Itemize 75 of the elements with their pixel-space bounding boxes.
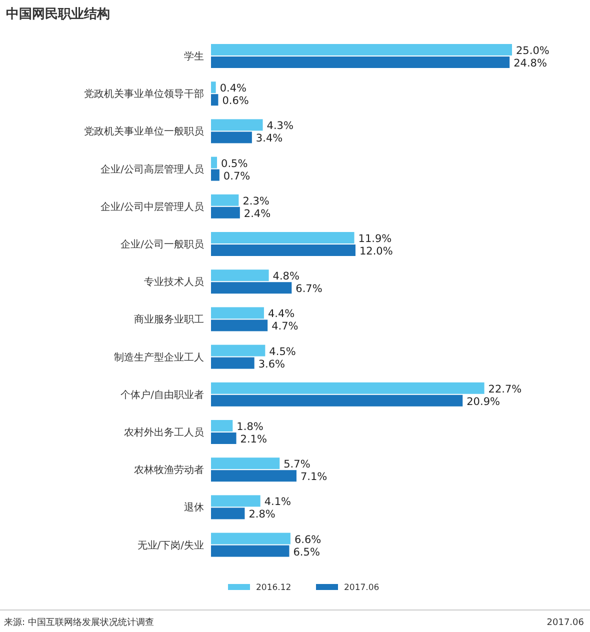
legend-label: 2017.06 xyxy=(344,583,380,593)
data-label: 0.4% xyxy=(220,82,247,95)
bar xyxy=(211,545,290,557)
data-label: 4.5% xyxy=(269,346,296,358)
bar xyxy=(211,270,269,282)
data-label: 0.5% xyxy=(221,158,248,170)
data-label: 4.3% xyxy=(266,120,294,132)
bar xyxy=(211,206,240,218)
y-tick-label: 退休 xyxy=(184,502,204,514)
bar xyxy=(211,169,220,181)
y-tick-label: 党政机关事业单位一般职员 xyxy=(84,126,204,138)
data-label: 2.3% xyxy=(242,195,270,208)
bar xyxy=(211,470,296,482)
data-label: 6.7% xyxy=(296,283,322,296)
data-label: 25.0% xyxy=(516,45,550,57)
data-label: 0.6% xyxy=(222,95,249,108)
source-note: 来源: 中国互联网络发展状况统计调查 xyxy=(4,617,154,628)
data-label: 7.1% xyxy=(300,471,328,484)
data-label: 20.9% xyxy=(466,396,500,408)
data-label: 5.7% xyxy=(284,458,310,471)
text: 2017.06 xyxy=(546,618,584,628)
legend-label: 2016.12 xyxy=(256,583,292,593)
data-label: 0.7% xyxy=(223,170,250,182)
y-tick-label: 无业/下岗/失业 xyxy=(137,539,204,552)
y-tick-label: 农林牧渔劳动者 xyxy=(134,464,204,476)
bar xyxy=(211,382,484,394)
bar xyxy=(211,420,233,432)
bar xyxy=(211,508,245,520)
y-tick-label: 企业/公司中层管理人员 xyxy=(100,200,204,213)
data-label: 24.8% xyxy=(514,58,547,70)
bar xyxy=(211,56,510,68)
bar xyxy=(211,132,252,144)
y-tick-label: 党政机关事业单位领导干部 xyxy=(84,88,204,100)
bar xyxy=(211,232,354,244)
data-label: 2.1% xyxy=(240,434,267,446)
data-label: 4.8% xyxy=(272,270,300,283)
bar xyxy=(211,344,266,356)
bar xyxy=(211,282,292,294)
y-tick-label: 农村外出务工人员 xyxy=(124,426,204,438)
data-label: 4.7% xyxy=(272,320,298,333)
bar xyxy=(211,156,218,168)
bar xyxy=(211,357,254,369)
data-label: 6.5% xyxy=(293,546,320,558)
bar xyxy=(211,532,290,544)
y-tick-label: 专业技术人员 xyxy=(144,276,204,288)
data-label: 3.4% xyxy=(256,132,283,145)
bar xyxy=(211,244,356,256)
bar xyxy=(211,394,463,406)
bar xyxy=(211,119,263,131)
data-label: 22.7% xyxy=(488,383,522,396)
data-label: 2.4% xyxy=(244,208,271,220)
bar xyxy=(211,94,218,106)
bar xyxy=(211,44,512,56)
data-label: 6.6% xyxy=(294,534,322,546)
data-label: 4.1% xyxy=(264,496,292,508)
data-label: 1.8% xyxy=(236,421,264,433)
bar xyxy=(211,458,280,470)
bar xyxy=(211,495,260,507)
bar xyxy=(211,307,264,319)
y-tick-label: 学生 xyxy=(184,50,204,62)
y-tick-label: 个体户/自由职业者 xyxy=(120,388,204,401)
data-label: 11.9% xyxy=(358,233,392,245)
bar xyxy=(211,320,268,332)
data-label: 2.8% xyxy=(248,508,276,521)
bar xyxy=(211,432,236,444)
bar xyxy=(211,82,216,94)
data-label: 3.6% xyxy=(258,358,286,370)
bar xyxy=(211,194,239,206)
y-tick-label: 制造生产型企业工人 xyxy=(114,351,204,364)
data-label: 4.4% xyxy=(268,308,295,320)
y-tick-label: 企业/公司一般职员 xyxy=(120,238,204,250)
y-tick-label: 商业服务业职工 xyxy=(134,314,204,326)
y-tick-label: 企业/公司高层管理人员 xyxy=(100,163,204,176)
data-label: 12.0% xyxy=(359,246,393,258)
text: 中国网民职业结构 xyxy=(6,7,110,22)
